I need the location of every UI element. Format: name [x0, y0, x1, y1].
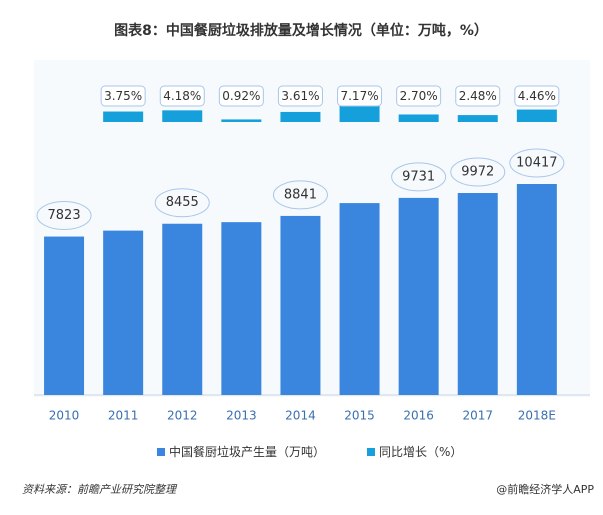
label-box — [159, 85, 205, 107]
x-tick-label: 2012 — [167, 409, 198, 423]
data-label: 2.70% — [400, 89, 438, 103]
x-tick-label: 2014 — [285, 409, 316, 423]
bar — [162, 223, 203, 395]
data-label: 3.75% — [104, 89, 142, 103]
label-ellipse — [36, 201, 92, 231]
bar — [339, 102, 380, 122]
data-label: 7.17% — [340, 89, 378, 103]
bar — [221, 119, 262, 122]
bar — [280, 111, 321, 122]
legend-swatch — [157, 448, 165, 456]
data-label: 3.61% — [281, 89, 319, 103]
label-box — [277, 85, 323, 107]
bar — [516, 109, 557, 122]
bar — [103, 111, 144, 122]
bar — [221, 222, 262, 395]
legend-label: 中国餐厨垃圾产生量（万吨） — [169, 444, 325, 459]
bar — [339, 203, 380, 395]
bar — [457, 193, 498, 395]
bar — [162, 110, 203, 122]
legend-label: 同比增长（%） — [379, 445, 462, 459]
data-label: 7823 — [48, 208, 81, 223]
credit: @前瞻经济学人APP — [496, 482, 594, 496]
label-box — [455, 85, 501, 107]
data-label: 8841 — [284, 187, 317, 202]
bar — [398, 197, 439, 395]
data-label: 0.92% — [222, 89, 260, 103]
source-note: 资料来源：前瞻产业研究院整理 — [22, 483, 178, 496]
label-box — [514, 85, 560, 107]
data-label: 9731 — [402, 169, 435, 184]
label-ellipse — [509, 148, 565, 178]
x-tick-label: 2016 — [403, 409, 434, 423]
bar — [103, 230, 144, 395]
x-tick-label: 2010 — [49, 409, 80, 423]
bar — [44, 236, 85, 395]
data-label: 2.48% — [459, 89, 497, 103]
x-tick-label: 2015 — [344, 409, 375, 423]
label-box — [218, 85, 264, 107]
label-ellipse — [391, 162, 447, 192]
bar — [516, 184, 557, 395]
label-box — [396, 85, 442, 107]
label-box — [100, 85, 146, 107]
x-tick-label: 2011 — [108, 409, 139, 423]
bar — [457, 115, 498, 122]
label-box — [337, 85, 383, 107]
x-tick-label: 2013 — [226, 409, 257, 423]
bar — [280, 215, 321, 395]
label-ellipse — [272, 180, 328, 210]
chart-title: 图表8：中国餐厨垃圾排放量及增长情况（单位：万吨，%） — [114, 22, 488, 39]
data-label: 10417 — [516, 156, 557, 171]
x-tick-label: 2018E — [518, 409, 556, 423]
label-ellipse — [450, 157, 506, 187]
data-label: 4.46% — [518, 89, 556, 103]
x-tick-label: 2017 — [462, 409, 493, 423]
legend-swatch — [367, 448, 375, 456]
data-label: 8455 — [166, 195, 199, 210]
data-label: 4.18% — [163, 89, 201, 103]
bar — [398, 114, 439, 122]
label-ellipse — [154, 188, 210, 218]
data-label: 9972 — [461, 165, 494, 180]
